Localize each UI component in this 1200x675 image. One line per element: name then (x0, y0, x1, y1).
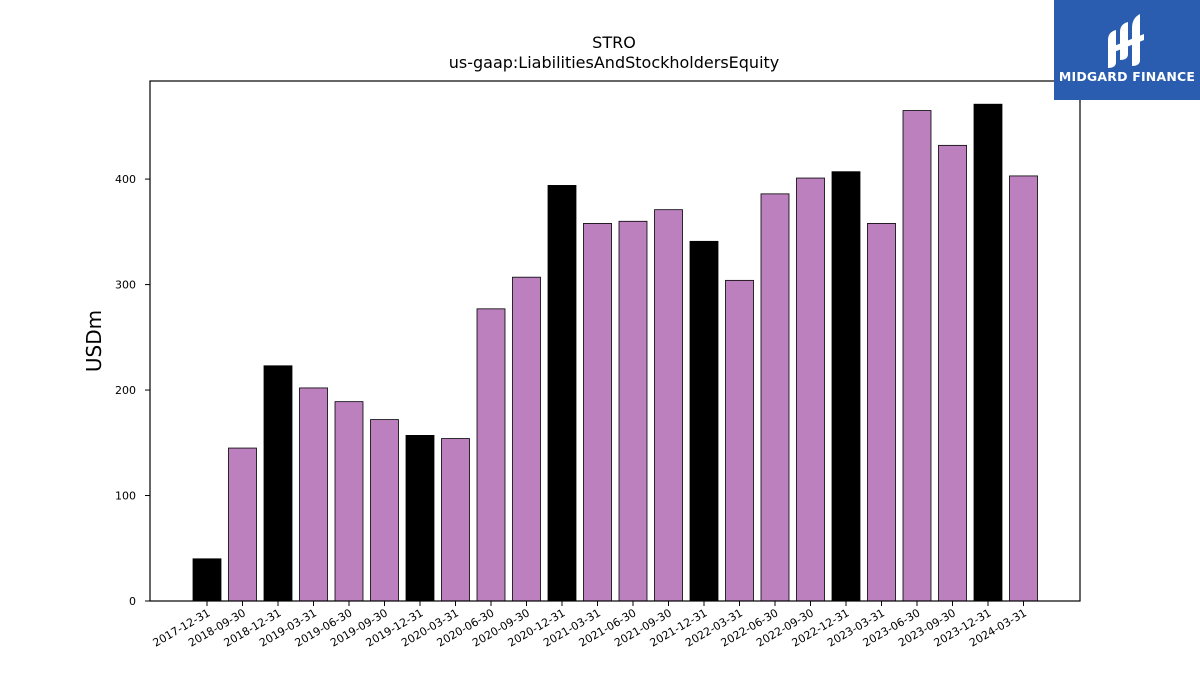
bar-2019-03-31 (299, 387, 328, 602)
bar-2024-03-31 (1009, 175, 1038, 602)
bar-2022-03-31 (725, 279, 754, 602)
bar-2023-12-31 (973, 103, 1003, 602)
brand-name: MIDGARD FINANCE (1058, 69, 1196, 84)
y-axis-label: USDm (82, 310, 106, 372)
bar-2020-03-31 (441, 438, 470, 602)
bar-2020-09-30 (512, 276, 541, 602)
bar-2019-06-30 (334, 401, 364, 602)
bar-2019-12-31 (405, 435, 435, 602)
bar-2018-12-31 (263, 365, 293, 602)
y-tick-label: 100 (115, 490, 136, 503)
bar-2020-12-31 (547, 185, 577, 602)
bar-2021-03-31 (583, 222, 612, 602)
chart-subtitle: us-gaap:LiabilitiesAndStockholdersEquity (449, 53, 780, 72)
bar-2023-03-31 (867, 222, 896, 602)
bar-2021-06-30 (618, 220, 648, 602)
bar-2022-12-31 (831, 171, 861, 602)
bar-2023-06-30 (902, 110, 932, 602)
bar-2021-12-31 (689, 240, 719, 602)
y-tick-label: 0 (129, 595, 136, 608)
x-axis-ticks: 2017-12-312018-09-302018-12-312019-03-31… (151, 601, 1029, 650)
bar-2017-12-31 (192, 558, 222, 602)
bar-2018-09-30 (228, 447, 257, 602)
y-axis-ticks: 0 100 200 300 400 (115, 173, 150, 608)
bar-2019-09-30 (370, 419, 399, 602)
bars (192, 103, 1038, 602)
midgard-logo-icon (1108, 14, 1144, 68)
plot-frame (149, 80, 1081, 602)
brand-logo: MIDGARD FINANCE (1054, 0, 1200, 100)
y-tick-label: 300 (115, 279, 136, 292)
bar-2022-06-30 (760, 193, 790, 602)
bar-2021-09-30 (654, 209, 683, 602)
y-tick-label: 200 (115, 384, 136, 397)
chart-title: STRO (592, 33, 636, 52)
bar-2020-06-30 (476, 308, 506, 602)
bar-2022-09-30 (796, 177, 825, 602)
bar-2023-09-30 (938, 144, 967, 602)
y-tick-label: 400 (115, 173, 136, 186)
